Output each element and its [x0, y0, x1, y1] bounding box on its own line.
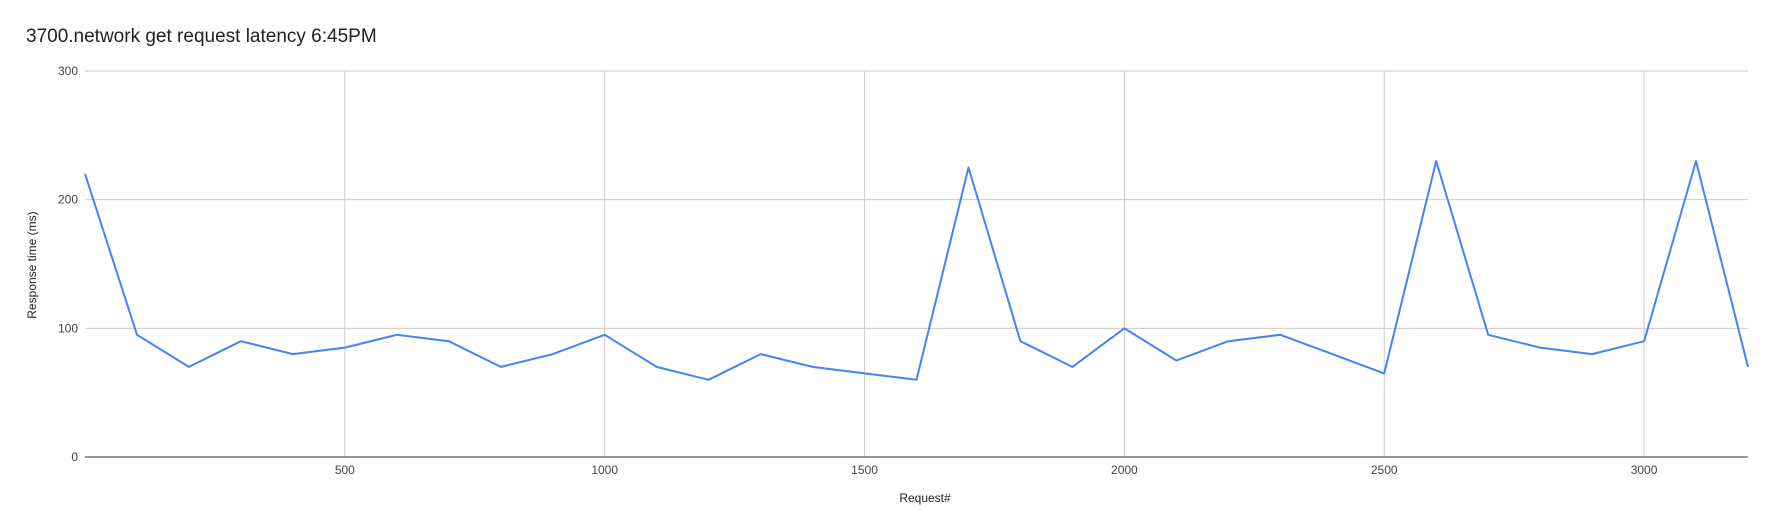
y-tick-label: 0 — [71, 450, 78, 464]
x-tick-label: 2500 — [1371, 463, 1398, 477]
grid-lines — [85, 70, 1748, 458]
series-layer — [84, 160, 1749, 381]
x-tick-label: 3000 — [1631, 463, 1658, 477]
x-tick-label: 1000 — [591, 463, 618, 477]
y-tick-label: 300 — [58, 64, 78, 78]
x-tick-label: 1500 — [851, 463, 878, 477]
x-tick-label: 500 — [335, 463, 355, 477]
y-axis-label: Response time (ms) — [25, 211, 39, 318]
x-axis-label: Request# — [899, 491, 951, 505]
y-tick-label: 200 — [58, 193, 78, 207]
x-axis-ticks: 500 1000 1500 2000 2500 3000 — [335, 463, 1658, 477]
x-tick-label: 2000 — [1111, 463, 1138, 477]
y-axis-ticks: 0 100 200 300 — [58, 64, 78, 464]
chart-title: 3700.network get request latency 6:45PM — [26, 26, 377, 47]
series-line — [84, 160, 1749, 381]
y-tick-label: 100 — [58, 321, 78, 335]
